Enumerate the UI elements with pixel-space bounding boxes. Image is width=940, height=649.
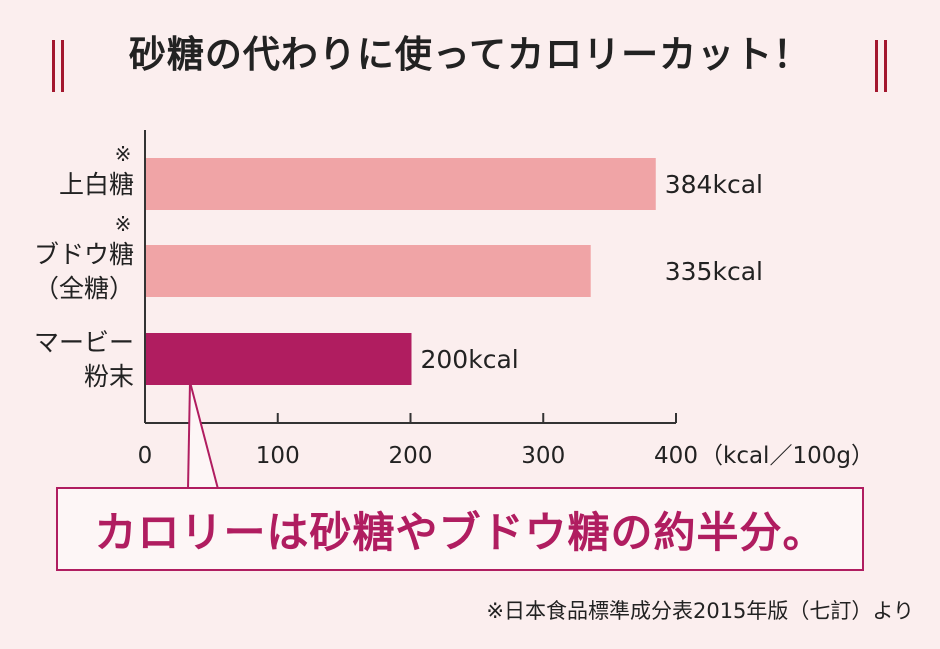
bar — [146, 158, 656, 210]
callout-pointer-line — [189, 381, 219, 490]
title-decoration-right — [875, 40, 878, 92]
x-tick-label: 200 — [389, 443, 433, 469]
callout-box: カロリーは砂糖やブドウ糖の約半分。 — [56, 487, 864, 571]
x-tick-label: 0 — [138, 443, 153, 469]
category-label: ブドウ糖 — [34, 240, 134, 269]
category-label: 上白糖 — [59, 170, 134, 199]
annotation-mark: ※ — [115, 142, 132, 166]
category-label: （全糖） — [34, 274, 134, 303]
bar-value-label: 384kcal — [665, 170, 763, 199]
source-footnote: ※日本食品標準成分表2015年版（七訂）より — [486, 599, 914, 623]
title-decoration-left — [52, 40, 55, 92]
bar — [146, 333, 412, 385]
annotation-mark: ※ — [115, 212, 132, 236]
bar-value-label: 335kcal — [665, 257, 763, 286]
callout-pointer-line — [187, 381, 191, 490]
bar — [146, 245, 591, 297]
callout-text: カロリーは砂糖やブドウ糖の約半分。 — [94, 507, 826, 557]
bar-value-label: 200kcal — [421, 345, 519, 374]
chart-title: 砂糖の代わりに使ってカロリーカット！ — [128, 33, 812, 76]
category-label: 粉末 — [84, 362, 134, 391]
category-label: マービー — [34, 328, 134, 357]
x-tick-label: 100 — [256, 443, 300, 469]
title-decoration-left — [61, 40, 64, 92]
x-tick-label: 300 — [521, 443, 565, 469]
x-tick-label: 400 — [654, 443, 698, 469]
x-axis-unit-label: （kcal／100g） — [700, 443, 874, 469]
title-decoration-right — [884, 40, 887, 92]
